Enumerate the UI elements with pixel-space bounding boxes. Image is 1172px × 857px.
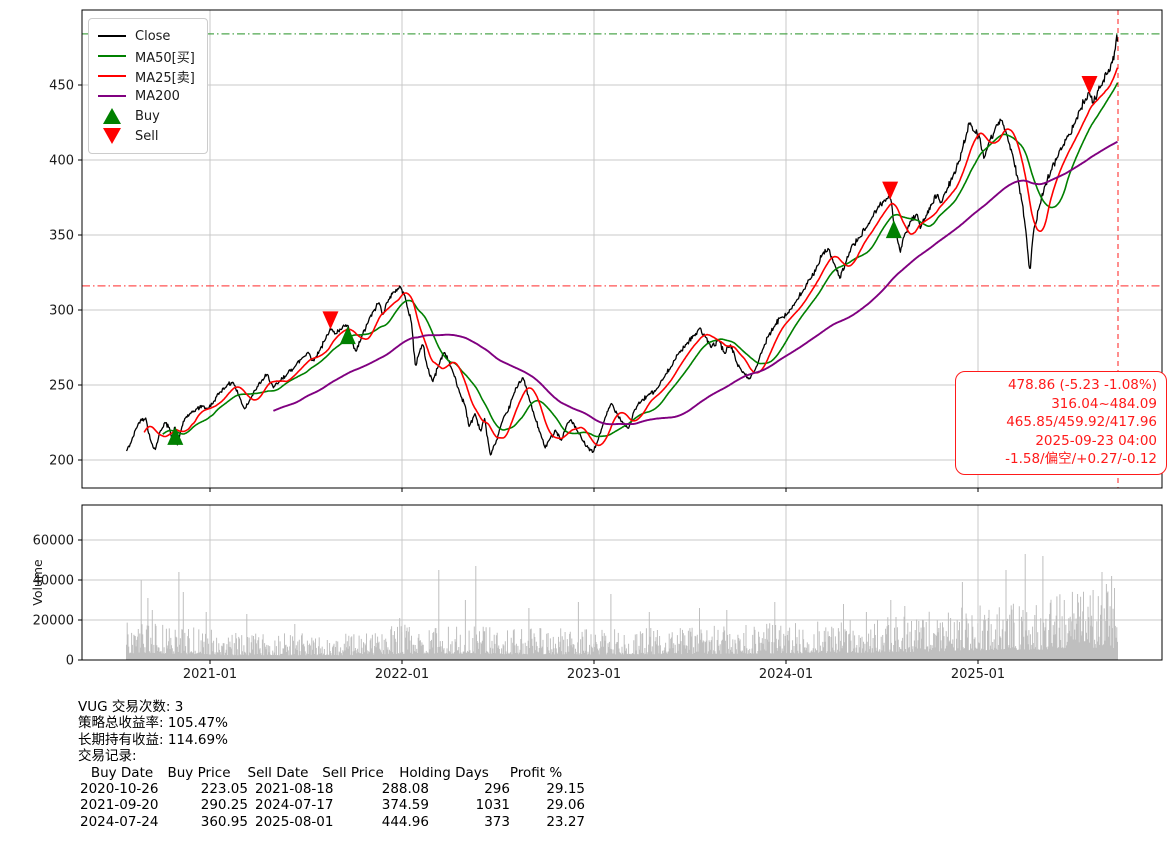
trade-col-header: Profit %: [509, 764, 563, 781]
info-line-signal: -1.58/偏空/+0.27/-0.12: [1005, 451, 1157, 468]
legend-label: MA50[买]: [135, 50, 195, 66]
summary-records-label: 交易记录:: [78, 748, 137, 765]
price-ytick-label: 400: [49, 154, 74, 169]
buy-marker: [339, 326, 356, 345]
volume-panel-border: [81, 504, 1163, 661]
trade-cell: 296: [484, 781, 510, 798]
trade-cell: 2024-07-24: [80, 813, 159, 830]
xtick-label: 2025-01: [951, 667, 1005, 682]
trade-cell: 444.96: [381, 813, 429, 830]
ma50-line-sample-icon: [98, 55, 126, 57]
trade-table: Buy Date Buy Price Sell Date Sell Price Hold…: [78, 764, 585, 831]
legend-item-buy: Buy: [98, 106, 195, 126]
sell-marker: [322, 311, 339, 330]
price-ytick-label: 300: [49, 304, 74, 319]
trade-cell: 223.05: [200, 781, 248, 798]
close-line-sample-icon: [98, 35, 126, 37]
volume-ytick-label: 60000: [33, 534, 74, 549]
info-line-datetime: 2025-09-23 04:00: [1035, 432, 1157, 449]
legend-label: Close: [135, 28, 171, 44]
price-panel-border: [81, 9, 1163, 489]
price-ytick-label: 450: [49, 79, 74, 94]
trade-cell: 2025-08-01: [255, 813, 334, 830]
volume-bars: [126, 554, 1118, 660]
trade-cell: 2020-10-26: [80, 781, 159, 798]
trade-cell: 288.08: [381, 781, 429, 798]
trade-table-header-row: Buy Date Buy Price Sell Date Sell Price Hold…: [78, 764, 562, 781]
trade-table-row: 2020-10-26 223.05 2021-08-18 288.08 296 29.15: [78, 781, 585, 798]
trade-col-header: Buy Date: [90, 764, 154, 781]
legend-item-sell: Sell: [98, 126, 195, 146]
legend: Close MA50[买] MA25[卖] MA200 Buy Sell: [88, 18, 208, 154]
xtick-label: 2021-01: [183, 667, 237, 682]
trade-cell: 2021-08-18: [255, 781, 334, 798]
trade-col-header: Holding Days: [399, 764, 489, 781]
trade-table-row: 2021-09-20 290.25 2024-07-17 374.59 1031 29.0…: [78, 797, 585, 814]
trade-col-header: Buy Price: [167, 764, 231, 781]
ma50-line: [162, 82, 1119, 438]
legend-label: Buy: [135, 108, 160, 124]
sell-marker: [1081, 76, 1098, 95]
xtick-label: 2023-01: [567, 667, 621, 682]
trade-col-header: Sell Date: [247, 764, 309, 781]
trade-cell: 360.95: [200, 813, 248, 830]
info-line-last-price: 478.86 (-5.23 -1.08%): [1007, 377, 1157, 393]
xtick-label: 2022-01: [375, 667, 429, 682]
summary-trade-count: VUG 交易次数: 3: [78, 699, 184, 715]
price-ytick-label: 250: [49, 379, 74, 394]
ma200-line: [272, 140, 1118, 426]
trade-cell: 2024-07-17: [255, 797, 334, 814]
trade-cell: 290.25: [200, 797, 248, 814]
sell-marker: [882, 181, 899, 200]
sell-triangle-icon: [98, 128, 126, 144]
price-ytick-label: 200: [49, 454, 74, 469]
xtick-label: 2024-01: [759, 667, 813, 682]
legend-item-ma200: MA200: [98, 86, 195, 106]
strategy-summary: VUG 交易次数: 3 策略总收益率: 105.47% 长期持有收益: 114.…: [78, 699, 585, 831]
trade-cell: 373: [484, 813, 510, 830]
trade-cell: 29.06: [546, 797, 585, 814]
legend-item-close: Close: [98, 26, 195, 46]
info-line-range: 316.04~484.09: [1051, 395, 1157, 412]
volume-ytick-label: 40000: [33, 574, 74, 589]
summary-strategy-return: 策略总收益率: 105.47%: [78, 715, 228, 732]
summary-hold-return: 长期持有收益: 114.69%: [78, 731, 228, 748]
buy-marker: [167, 426, 184, 445]
legend-label: MA25[卖]: [135, 70, 195, 86]
trade-col-header: Sell Price: [322, 764, 384, 781]
legend-label: MA200: [135, 88, 180, 104]
legend-item-ma50: MA50[买]: [98, 46, 195, 66]
ma200-line-sample-icon: [98, 95, 126, 97]
price-info-box: 478.86 (-5.23 -1.08%) 316.04~484.09 465.…: [955, 371, 1167, 475]
trade-cell: 23.27: [546, 813, 585, 830]
legend-label: Sell: [135, 128, 159, 144]
trade-cell: 2021-09-20: [80, 797, 159, 814]
volume-ytick-label: 0: [66, 654, 74, 669]
trade-cell: 1031: [475, 797, 510, 814]
trade-table-row: 2024-07-24 360.95 2025-08-01 444.96 373 23.27: [78, 813, 585, 830]
close-line: [125, 34, 1119, 456]
buy-triangle-icon: [98, 108, 126, 124]
price-ytick-label: 350: [49, 229, 74, 244]
volume-ytick-label: 20000: [33, 614, 74, 629]
legend-item-ma25: MA25[卖]: [98, 66, 195, 86]
ma25-line-sample-icon: [98, 75, 126, 77]
info-line-mas: 465.85/459.92/417.96: [1006, 414, 1157, 431]
volume-axis-label: Volume: [30, 559, 45, 606]
trade-cell: 29.15: [546, 781, 585, 798]
trade-cell: 374.59: [381, 797, 429, 814]
buy-marker: [885, 220, 902, 239]
ma25-line: [143, 67, 1119, 447]
